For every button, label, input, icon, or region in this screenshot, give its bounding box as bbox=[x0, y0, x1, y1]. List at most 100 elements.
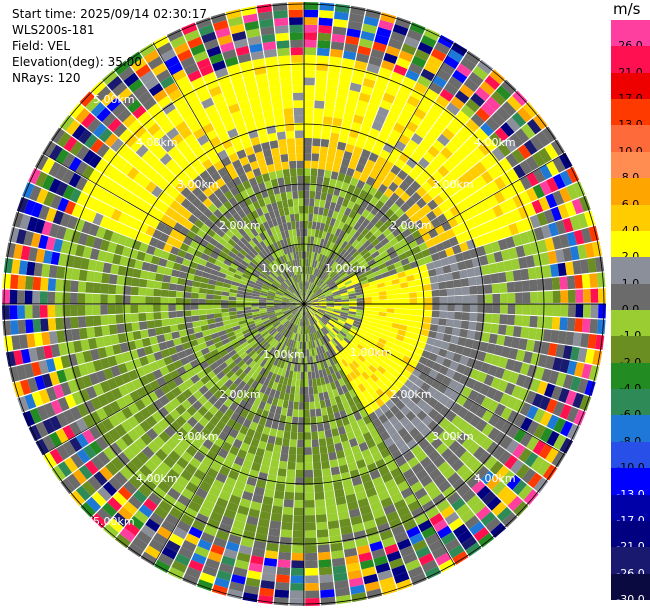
velocity-gate bbox=[138, 242, 149, 253]
velocity-gate bbox=[298, 304, 304, 310]
velocity-gate bbox=[243, 114, 255, 125]
velocity-gate bbox=[411, 230, 422, 240]
velocity-gate bbox=[318, 369, 324, 378]
velocity-gate bbox=[277, 266, 284, 274]
velocity-gate bbox=[318, 297, 326, 300]
velocity-gate bbox=[229, 445, 240, 456]
velocity-gate bbox=[235, 331, 244, 339]
velocity-gate bbox=[347, 462, 358, 472]
velocity-gate bbox=[209, 327, 218, 335]
velocity-gate bbox=[300, 281, 303, 290]
velocity-gate bbox=[308, 379, 313, 387]
velocity-gate bbox=[294, 122, 304, 131]
velocity-gate bbox=[469, 312, 478, 322]
velocity-gate bbox=[400, 191, 411, 203]
velocity-gate bbox=[330, 317, 338, 323]
velocity-gate bbox=[350, 584, 366, 595]
velocity-gate bbox=[348, 89, 360, 100]
velocity-gate bbox=[485, 304, 493, 314]
velocity-gate bbox=[306, 310, 311, 319]
velocity-gate bbox=[198, 304, 206, 310]
velocity-gate bbox=[310, 308, 317, 313]
velocity-gate bbox=[193, 275, 202, 282]
velocity-gate bbox=[340, 214, 349, 224]
velocity-gate bbox=[122, 202, 134, 215]
velocity-gate bbox=[139, 43, 156, 58]
velocity-gate bbox=[319, 262, 325, 271]
velocity-gate bbox=[361, 448, 372, 459]
velocity-gate bbox=[80, 339, 90, 352]
velocity-gate bbox=[539, 180, 552, 196]
velocity-gate bbox=[361, 209, 371, 219]
velocity-gate bbox=[340, 525, 353, 535]
velocity-gate bbox=[283, 293, 291, 298]
velocity-gate bbox=[473, 236, 484, 248]
velocity-gate bbox=[251, 237, 260, 246]
velocity-gate bbox=[481, 184, 494, 198]
velocity-gate bbox=[237, 449, 248, 460]
velocity-gate bbox=[247, 323, 256, 329]
velocity-gate bbox=[343, 174, 353, 184]
velocity-gate bbox=[107, 241, 118, 254]
velocity-gate bbox=[339, 341, 347, 349]
velocity-gate bbox=[410, 151, 423, 163]
velocity-gate bbox=[284, 392, 290, 401]
velocity-gate bbox=[400, 287, 410, 294]
velocity-gate bbox=[262, 283, 271, 289]
velocity-gate bbox=[445, 228, 456, 239]
velocity-gate bbox=[206, 165, 218, 176]
velocity-gate bbox=[560, 290, 569, 303]
velocity-gate bbox=[112, 254, 122, 265]
velocity-gate bbox=[313, 469, 323, 478]
velocity-gate bbox=[304, 190, 310, 199]
velocity-gate bbox=[306, 326, 309, 334]
velocity-gate bbox=[429, 275, 439, 284]
velocity-gate bbox=[422, 403, 434, 415]
velocity-gate bbox=[251, 342, 260, 350]
velocity-gate bbox=[259, 367, 267, 376]
velocity-gate bbox=[408, 286, 417, 293]
velocity-gate bbox=[246, 476, 258, 487]
velocity-gate bbox=[279, 335, 286, 344]
velocity-gate bbox=[88, 169, 101, 184]
velocity-gate bbox=[283, 280, 290, 288]
velocity-gate bbox=[454, 287, 463, 296]
velocity-gate bbox=[293, 275, 297, 283]
velocity-gate bbox=[464, 138, 478, 152]
velocity-gate bbox=[550, 263, 560, 277]
velocity-gate bbox=[268, 253, 275, 262]
velocity-gate bbox=[559, 233, 570, 248]
velocity-gate bbox=[176, 427, 188, 439]
velocity-gate bbox=[189, 457, 202, 469]
velocity-gate bbox=[336, 503, 348, 513]
velocity-gate bbox=[232, 422, 243, 432]
velocity-gate bbox=[313, 461, 322, 470]
velocity-gate bbox=[232, 159, 242, 170]
velocity-gate bbox=[504, 382, 516, 396]
velocity-gate bbox=[309, 356, 314, 364]
velocity-gate bbox=[163, 413, 175, 426]
velocity-gate bbox=[533, 477, 549, 494]
velocity-gate bbox=[115, 304, 123, 314]
velocity-gate bbox=[236, 266, 245, 274]
velocity-gate bbox=[374, 327, 383, 334]
velocity-gate bbox=[109, 400, 121, 414]
velocity-gate bbox=[324, 334, 331, 342]
velocity-gate bbox=[311, 304, 319, 307]
velocity-gate bbox=[380, 250, 389, 259]
velocity-gate bbox=[299, 274, 302, 282]
velocity-gate bbox=[311, 306, 319, 310]
velocity-gate bbox=[580, 333, 590, 348]
velocity-gate bbox=[48, 331, 58, 345]
velocity-gate bbox=[390, 147, 403, 158]
velocity-gate bbox=[240, 341, 249, 349]
velocity-gate bbox=[209, 53, 224, 65]
velocity-gate bbox=[199, 64, 214, 77]
velocity-gate bbox=[541, 368, 552, 383]
velocity-gate bbox=[479, 81, 496, 96]
velocity-gate bbox=[512, 443, 526, 459]
velocity-gate bbox=[358, 441, 369, 452]
azimuth-spoke bbox=[303, 152, 566, 305]
velocity-gate bbox=[196, 229, 206, 239]
velocity-gate bbox=[301, 326, 303, 335]
